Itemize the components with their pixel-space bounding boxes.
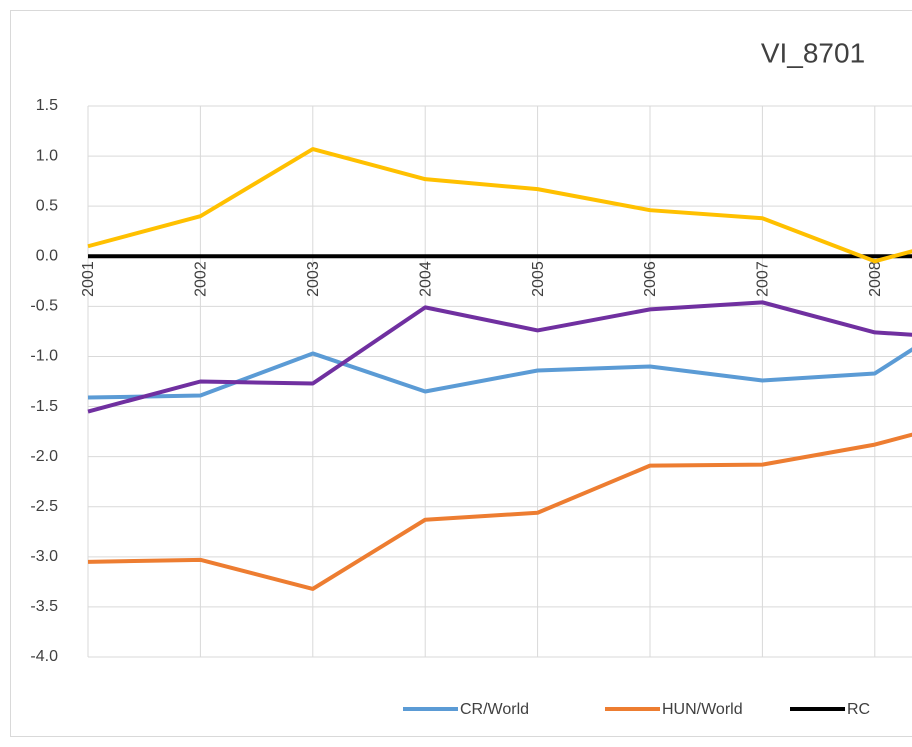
- x-tick-label: 2004: [417, 261, 434, 297]
- x-tick-label: 2003: [305, 261, 322, 297]
- y-tick-label: 0.5: [36, 197, 58, 214]
- x-tick-label: 2005: [530, 261, 547, 297]
- series-line: [87, 432, 912, 591]
- y-tick-label: -4.0: [30, 648, 58, 665]
- series-line: [87, 300, 912, 414]
- y-tick-label: -3.5: [30, 598, 58, 615]
- x-tick-label: 2001: [80, 261, 97, 297]
- x-tick-label: 2007: [755, 261, 772, 297]
- x-tick-label: 2008: [867, 261, 884, 297]
- y-tick-label: -3.0: [30, 548, 58, 565]
- y-tick-label: -2.5: [30, 498, 58, 515]
- y-tick-label: 1.5: [36, 97, 58, 114]
- y-tick-label: -0.5: [30, 298, 58, 315]
- y-tick-label: -2.0: [30, 448, 58, 465]
- y-tick-label: 0.0: [36, 247, 58, 264]
- plot-area: [87, 147, 912, 591]
- legend-label: CR/World: [460, 701, 529, 718]
- chart-frame: [10, 10, 912, 737]
- y-tick-label: -1.5: [30, 398, 58, 415]
- series-line: [87, 147, 912, 264]
- chart-title: VI_8701: [761, 37, 865, 68]
- y-tick-label: 1.0: [36, 147, 58, 164]
- x-tick-label: 2002: [193, 261, 210, 297]
- y-tick-label: -1.0: [30, 348, 58, 365]
- legend-label: RC: [847, 701, 870, 718]
- x-tick-labels: 2001 2002 2003 2004 2005 2006 2007 2008: [80, 261, 884, 297]
- x-tick-label: 2006: [642, 261, 659, 297]
- legend-label: HUN/World: [662, 701, 743, 718]
